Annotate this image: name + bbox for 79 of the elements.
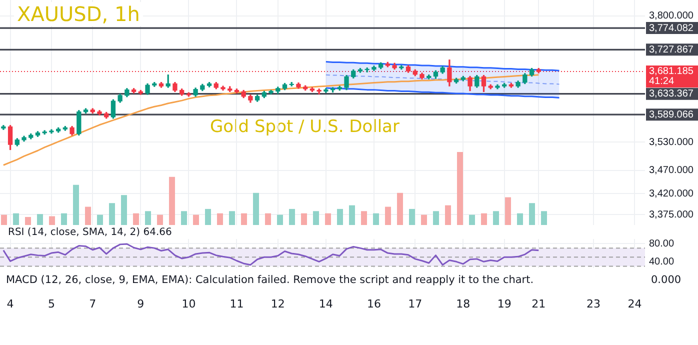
bar [121,195,127,225]
bar [181,211,187,225]
bar [85,206,91,225]
bar [397,192,403,225]
x-tick-label: 23 [586,297,601,310]
bar [541,211,547,225]
chart-title: XAUUSD, 1h [14,2,143,26]
y-tick-label: 3,530.000 [649,136,694,148]
bar [493,211,499,225]
y-tick-label: 3,800.000 [649,10,694,22]
bar [169,176,175,225]
bar [241,213,247,225]
bar [481,213,487,225]
bar [529,203,535,225]
ref-line-label: 3,727.867 [649,44,694,56]
x-tick-label: 21 [532,297,546,310]
x-tick-label: 17 [408,297,422,310]
bar [73,184,79,225]
ref-line-label: 3,633.367 [649,88,694,100]
bar [337,208,343,225]
bar [97,214,103,225]
x-tick-label: 5 [48,297,55,310]
bar [25,216,31,225]
bar [49,216,55,225]
bar [277,214,283,225]
ref-line-label: 3,681.185 [649,66,694,78]
bar [265,213,271,225]
bar [313,211,319,225]
bar [457,152,463,225]
bar [517,213,523,225]
x-tick-label: 10 [182,297,196,310]
bar [157,214,163,225]
bar [409,208,415,225]
bar [13,213,19,225]
bar [301,213,307,225]
bar [253,192,259,225]
text: 0.000 [651,274,682,286]
candlestick [316,88,322,94]
bar [421,214,427,225]
ref-line-label: 3,589.066 [649,109,694,120]
ref-line-label: 3,774.082 [649,22,694,34]
x-tick-label: 16 [366,297,381,310]
bar [433,211,439,225]
y-tick-label: 3,420.000 [649,188,694,200]
x-tick-label: 9 [137,297,144,310]
bar [205,208,211,225]
text: MACD (12, 26, close, 9, EMA, EMA): Calculation failed. Remove the script and reapply it to the chart. [6,274,534,286]
x-tick-label: 19 [497,297,512,310]
bar [1,214,7,225]
x-tick-label: 24 [628,297,642,310]
bar [385,206,391,225]
x-tick-label: 4 [6,297,14,310]
y-tick-label: 3,470.000 [649,165,694,176]
bar [217,213,223,225]
bar [349,205,355,225]
x-tick-label: 7 [89,297,96,310]
bar [445,205,451,225]
bar [193,214,199,225]
bar [37,214,43,225]
chart-title: RSI (14, close, SMA, 14, 2) 64.66 [6,227,174,238]
bar [469,214,475,225]
bar [145,211,151,225]
y-tick-label: 80.00 [649,238,674,250]
x-tick-label: 14 [318,297,333,310]
x-tick-label: 18 [456,297,470,310]
bar [229,211,235,225]
bar [61,213,67,225]
bar [361,211,367,225]
bar [505,197,511,225]
text: 41:24 [649,76,674,88]
bar [289,208,295,225]
y-tick-label: 40.00 [649,256,674,268]
bar [109,203,115,225]
y-tick-label: 3,375.000 [649,209,694,220]
x-tick-label: 11 [230,297,244,310]
x-tick-label: 12 [270,297,285,310]
bar [133,213,139,225]
bar [325,213,331,225]
bar [373,213,379,225]
